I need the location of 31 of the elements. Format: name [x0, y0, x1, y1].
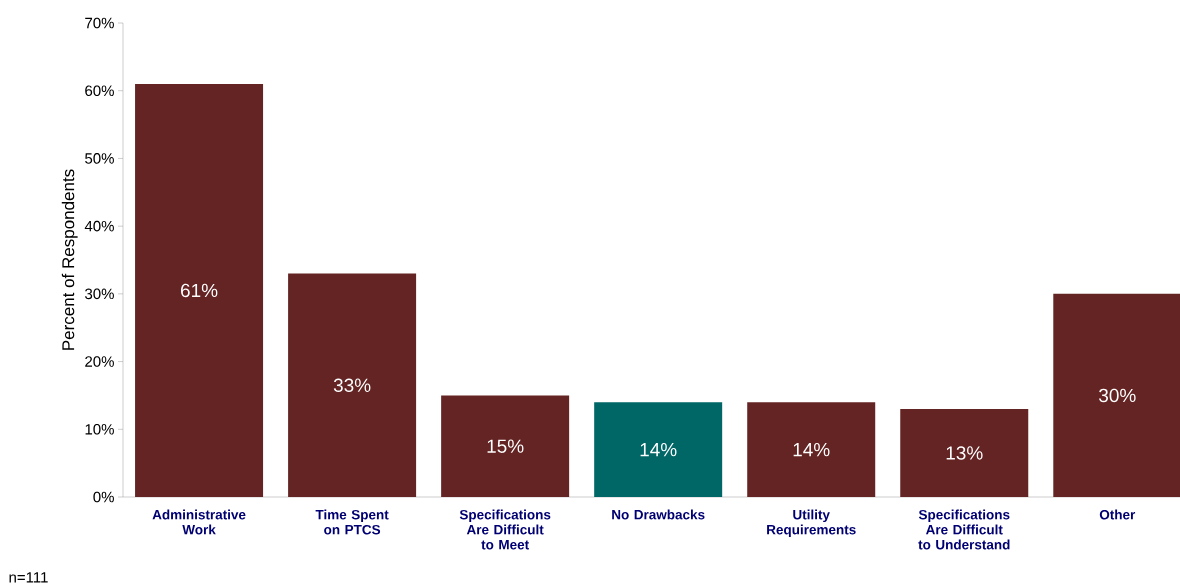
x-tick-label: Other — [1099, 509, 1136, 520]
y-tick-label: 10% — [85, 423, 114, 435]
x-tick-label: Time Spent on PTCS — [315, 509, 389, 535]
bar — [900, 408, 1029, 497]
data-label: 14% — [793, 442, 830, 457]
x-tick-label: Specifications Are Difficult to Meet — [459, 509, 551, 550]
data-label: 30% — [1099, 388, 1136, 403]
y-tick-label: 50% — [85, 153, 114, 164]
x-tick-label: Specifications Are Difficult to Understand — [918, 509, 1010, 550]
y-tick-label: 0% — [93, 491, 114, 503]
bar — [594, 402, 723, 497]
data-label: 61% — [181, 283, 218, 298]
y-tick-label: 20% — [85, 356, 114, 367]
data-label: 14% — [640, 442, 677, 457]
y-axis-title: Percent of Respondents — [61, 169, 78, 350]
bar — [135, 83, 264, 497]
data-label: 33% — [333, 378, 371, 392]
bar — [441, 395, 570, 497]
data-label: 13% — [946, 446, 983, 460]
text: n=111 — [9, 572, 48, 583]
y-tick-label: 70% — [85, 17, 114, 29]
x-tick-label: Administrative Work — [152, 509, 246, 535]
x-tick-label: Utility Requirements — [767, 509, 856, 538]
bar — [1053, 293, 1180, 497]
y-tick-label: 60% — [85, 85, 114, 97]
data-label: 15% — [487, 439, 524, 453]
bar — [288, 273, 417, 497]
x-tick-label: No Drawbacks — [612, 509, 705, 520]
y-tick-label: 40% — [84, 220, 114, 232]
y-tick-label: 30% — [85, 288, 114, 300]
bar — [747, 402, 876, 497]
